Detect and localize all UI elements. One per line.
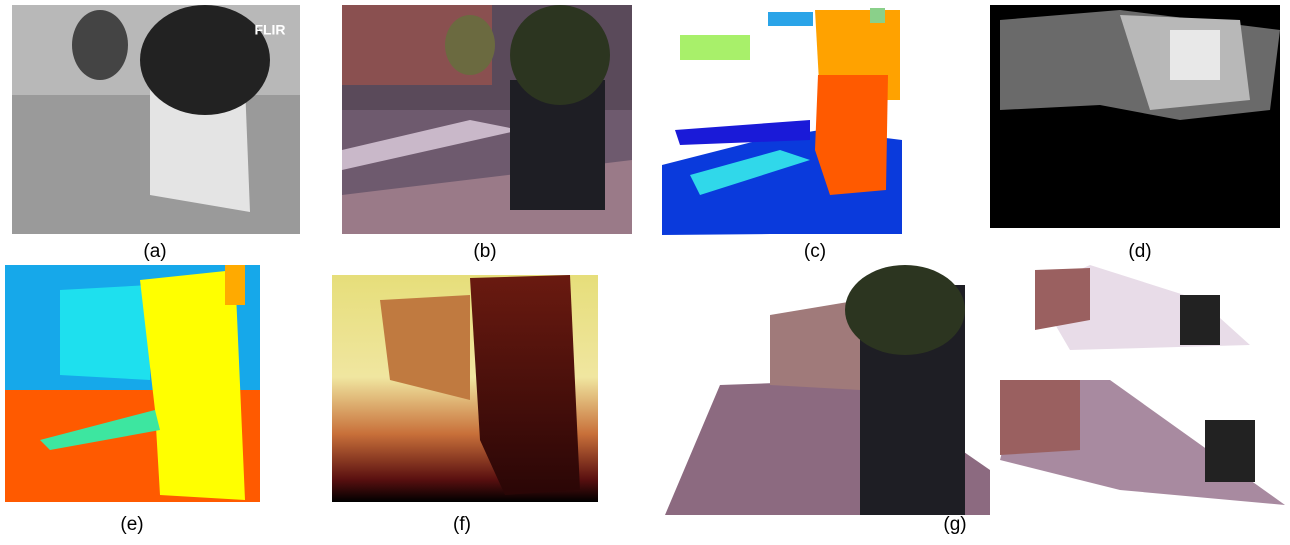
panel-b: [342, 5, 632, 234]
caption: (b): [473, 241, 496, 262]
caption: (g): [943, 514, 966, 535]
panel-a: FLIR: [12, 5, 300, 234]
panel-f: [332, 275, 598, 502]
panel-c: [662, 5, 902, 235]
caption: (a): [143, 241, 166, 262]
panel-e: [5, 265, 260, 502]
caption: (d): [1128, 241, 1151, 262]
panel-d: [990, 5, 1280, 228]
caption: (c): [804, 241, 826, 262]
caption: (e): [120, 514, 143, 535]
caption: (f): [453, 514, 471, 535]
logo: FLIR: [254, 22, 285, 38]
panel-g: [665, 265, 1285, 515]
